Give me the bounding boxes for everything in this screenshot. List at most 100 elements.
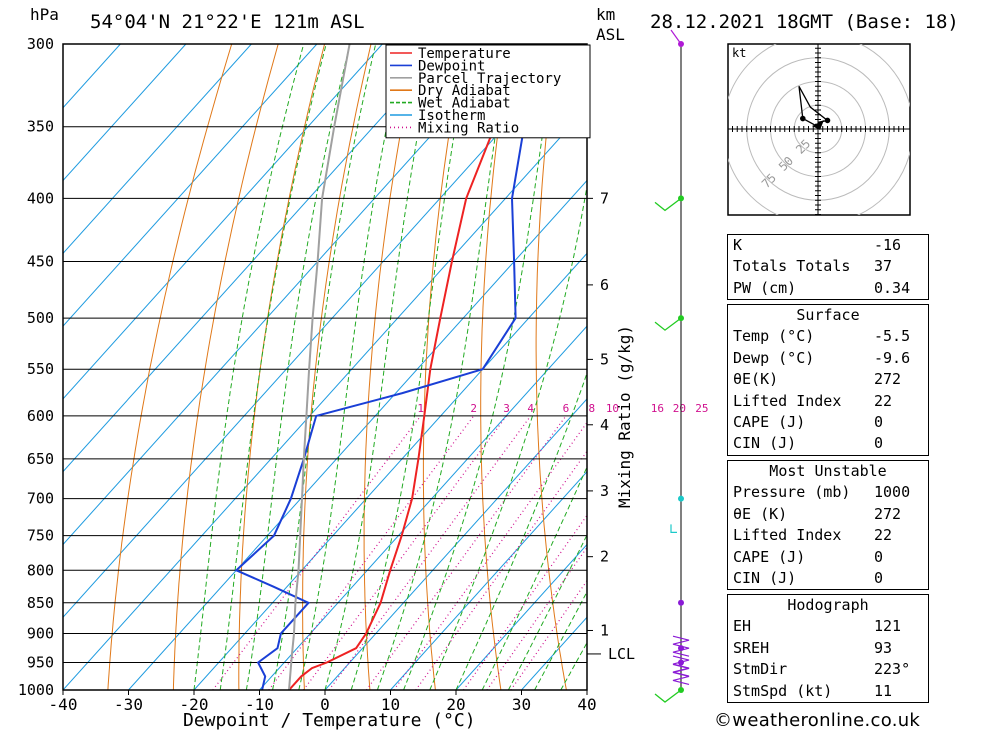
hodograph-stat-value: 11 bbox=[874, 681, 914, 702]
surface-value: 0 bbox=[874, 433, 914, 454]
wind-barb bbox=[671, 524, 677, 532]
surface-label: θE(K) bbox=[733, 369, 778, 390]
mixing-ratio-label: 16 bbox=[651, 402, 664, 415]
pressure-tick-label: 600 bbox=[27, 407, 54, 425]
km-tick-label: 3 bbox=[600, 482, 609, 500]
most-unstable-value: 272 bbox=[874, 504, 914, 525]
hodograph-stat-row: StmDir 223° bbox=[728, 659, 928, 680]
lcl-label: LCL bbox=[608, 645, 635, 663]
plot-frame bbox=[63, 44, 587, 690]
mixing-ratio-label: 8 bbox=[589, 402, 596, 415]
pressure-tick-label: 850 bbox=[27, 594, 54, 612]
wet-adiabat-line bbox=[220, 44, 326, 690]
index-label: K bbox=[733, 235, 742, 256]
pressure-tick-label: 300 bbox=[27, 35, 54, 53]
wind-level-marker bbox=[678, 600, 684, 606]
hodograph-unit-label: kt bbox=[732, 46, 746, 60]
mixing-ratio-label: 1 bbox=[417, 402, 424, 415]
dry-adiabat-line bbox=[173, 44, 278, 690]
surface-value: -5.5 bbox=[874, 326, 914, 347]
wind-level-marker bbox=[678, 496, 684, 502]
km-tick-label: 7 bbox=[600, 189, 609, 207]
pressure-tick-label: 500 bbox=[27, 309, 54, 327]
legend-entry-label: Mixing Ratio bbox=[418, 120, 519, 136]
hodograph-stat-label: StmDir bbox=[733, 659, 787, 680]
mixing-ratio-label: 2 bbox=[470, 402, 477, 415]
x-tick-label: 30 bbox=[512, 695, 531, 714]
mixing-ratio-label: 3 bbox=[503, 402, 510, 415]
most-unstable-value: 1000 bbox=[874, 482, 914, 503]
km-tick-label: 5 bbox=[600, 350, 609, 368]
surface-label: Temp (°C) bbox=[733, 326, 814, 347]
wet-adiabat-line bbox=[430, 44, 610, 690]
km-tick-label: 4 bbox=[600, 416, 609, 434]
isotherm-line bbox=[0, 44, 120, 690]
credit-label: ©weatheronline.co.uk bbox=[714, 710, 920, 731]
most-unstable-label: Lifted Index bbox=[733, 525, 841, 546]
hodograph-stat-value: 223° bbox=[874, 659, 914, 680]
surface-value: -9.6 bbox=[874, 348, 914, 369]
wet-adiabat-line bbox=[299, 44, 404, 690]
mixing-ratio-label: 4 bbox=[527, 402, 534, 415]
pressure-tick-label: 900 bbox=[27, 624, 54, 642]
most-unstable-label: θE (K) bbox=[733, 504, 787, 525]
most-unstable-title: Most Unstable bbox=[728, 460, 928, 482]
index-value: -16 bbox=[874, 235, 914, 256]
mixing-ratio-label: 25 bbox=[695, 402, 708, 415]
hodograph-point bbox=[825, 118, 831, 124]
index-value: 0.34 bbox=[874, 278, 914, 299]
most-unstable-row: CAPE (J)0 bbox=[728, 547, 928, 568]
most-unstable-value: 0 bbox=[874, 568, 914, 589]
mixing-ratio-line bbox=[329, 416, 531, 690]
hodograph-point bbox=[800, 116, 806, 122]
most-unstable-row: CIN (J)0 bbox=[728, 568, 928, 589]
dry-adiabat-line bbox=[975, 44, 1000, 690]
most-unstable-row: Lifted Index 22 bbox=[728, 525, 928, 546]
surface-label: CAPE (J) bbox=[733, 412, 805, 433]
pressure-tick-label: 650 bbox=[27, 450, 54, 468]
surface-value: 22 bbox=[874, 391, 914, 412]
most-unstable-value: 0 bbox=[874, 547, 914, 568]
surface-value: 272 bbox=[874, 369, 914, 390]
asl-unit-label: ASL bbox=[596, 25, 625, 44]
pressure-tick-label: 450 bbox=[27, 253, 54, 271]
km-tick-label: 6 bbox=[600, 276, 609, 294]
hodograph-stat-value: 93 bbox=[874, 638, 914, 659]
dry-adiabat-line bbox=[423, 44, 464, 690]
pressure-tick-label: 350 bbox=[27, 118, 54, 136]
wet-adiabat-line bbox=[325, 44, 435, 690]
surface-table: Surface Temp (°C) -5.5 Dewp (°C) -9.6 θE(K) 2… bbox=[727, 304, 929, 456]
dry-adiabat-line bbox=[642, 44, 698, 690]
surface-row: θE(K) 272 bbox=[728, 369, 928, 390]
wind-barb bbox=[655, 318, 681, 330]
pressure-tick-label: 750 bbox=[27, 527, 54, 545]
pressure-unit-label: hPa bbox=[30, 5, 59, 24]
wet-adiabat-line bbox=[482, 44, 736, 690]
pressure-tick-label: 700 bbox=[27, 490, 54, 508]
km-tick-label: 1 bbox=[600, 621, 609, 639]
wet-adiabat-line bbox=[246, 44, 350, 690]
surface-label: Lifted Index bbox=[733, 391, 841, 412]
wind-barb bbox=[655, 198, 681, 210]
surface-row: CIN (J) 0 bbox=[728, 433, 928, 454]
most-unstable-value: 22 bbox=[874, 525, 914, 546]
index-value: 37 bbox=[874, 256, 914, 277]
surface-label: Dewp (°C) bbox=[733, 348, 814, 369]
temperature-profile-line bbox=[289, 44, 540, 690]
dry-adiabat-line bbox=[928, 44, 1000, 690]
surface-label: CIN (J) bbox=[733, 433, 796, 454]
index-label: PW (cm) bbox=[733, 278, 796, 299]
hodograph-stat-row: StmSpd (kt)11 bbox=[728, 681, 928, 702]
surface-title: Surface bbox=[728, 304, 928, 326]
indices-table: K -16 Totals Totals 37 PW (cm) 0.34 bbox=[727, 234, 929, 300]
index-label: Totals Totals bbox=[733, 256, 850, 277]
wind-barb bbox=[655, 690, 681, 702]
km-unit-label: km bbox=[596, 5, 615, 24]
wet-adiabat-line bbox=[351, 44, 470, 690]
most-unstable-row: Pressure (mb)1000 bbox=[728, 482, 928, 503]
x-tick-label: 40 bbox=[577, 695, 596, 714]
hodograph-stat-value: 121 bbox=[874, 616, 914, 637]
